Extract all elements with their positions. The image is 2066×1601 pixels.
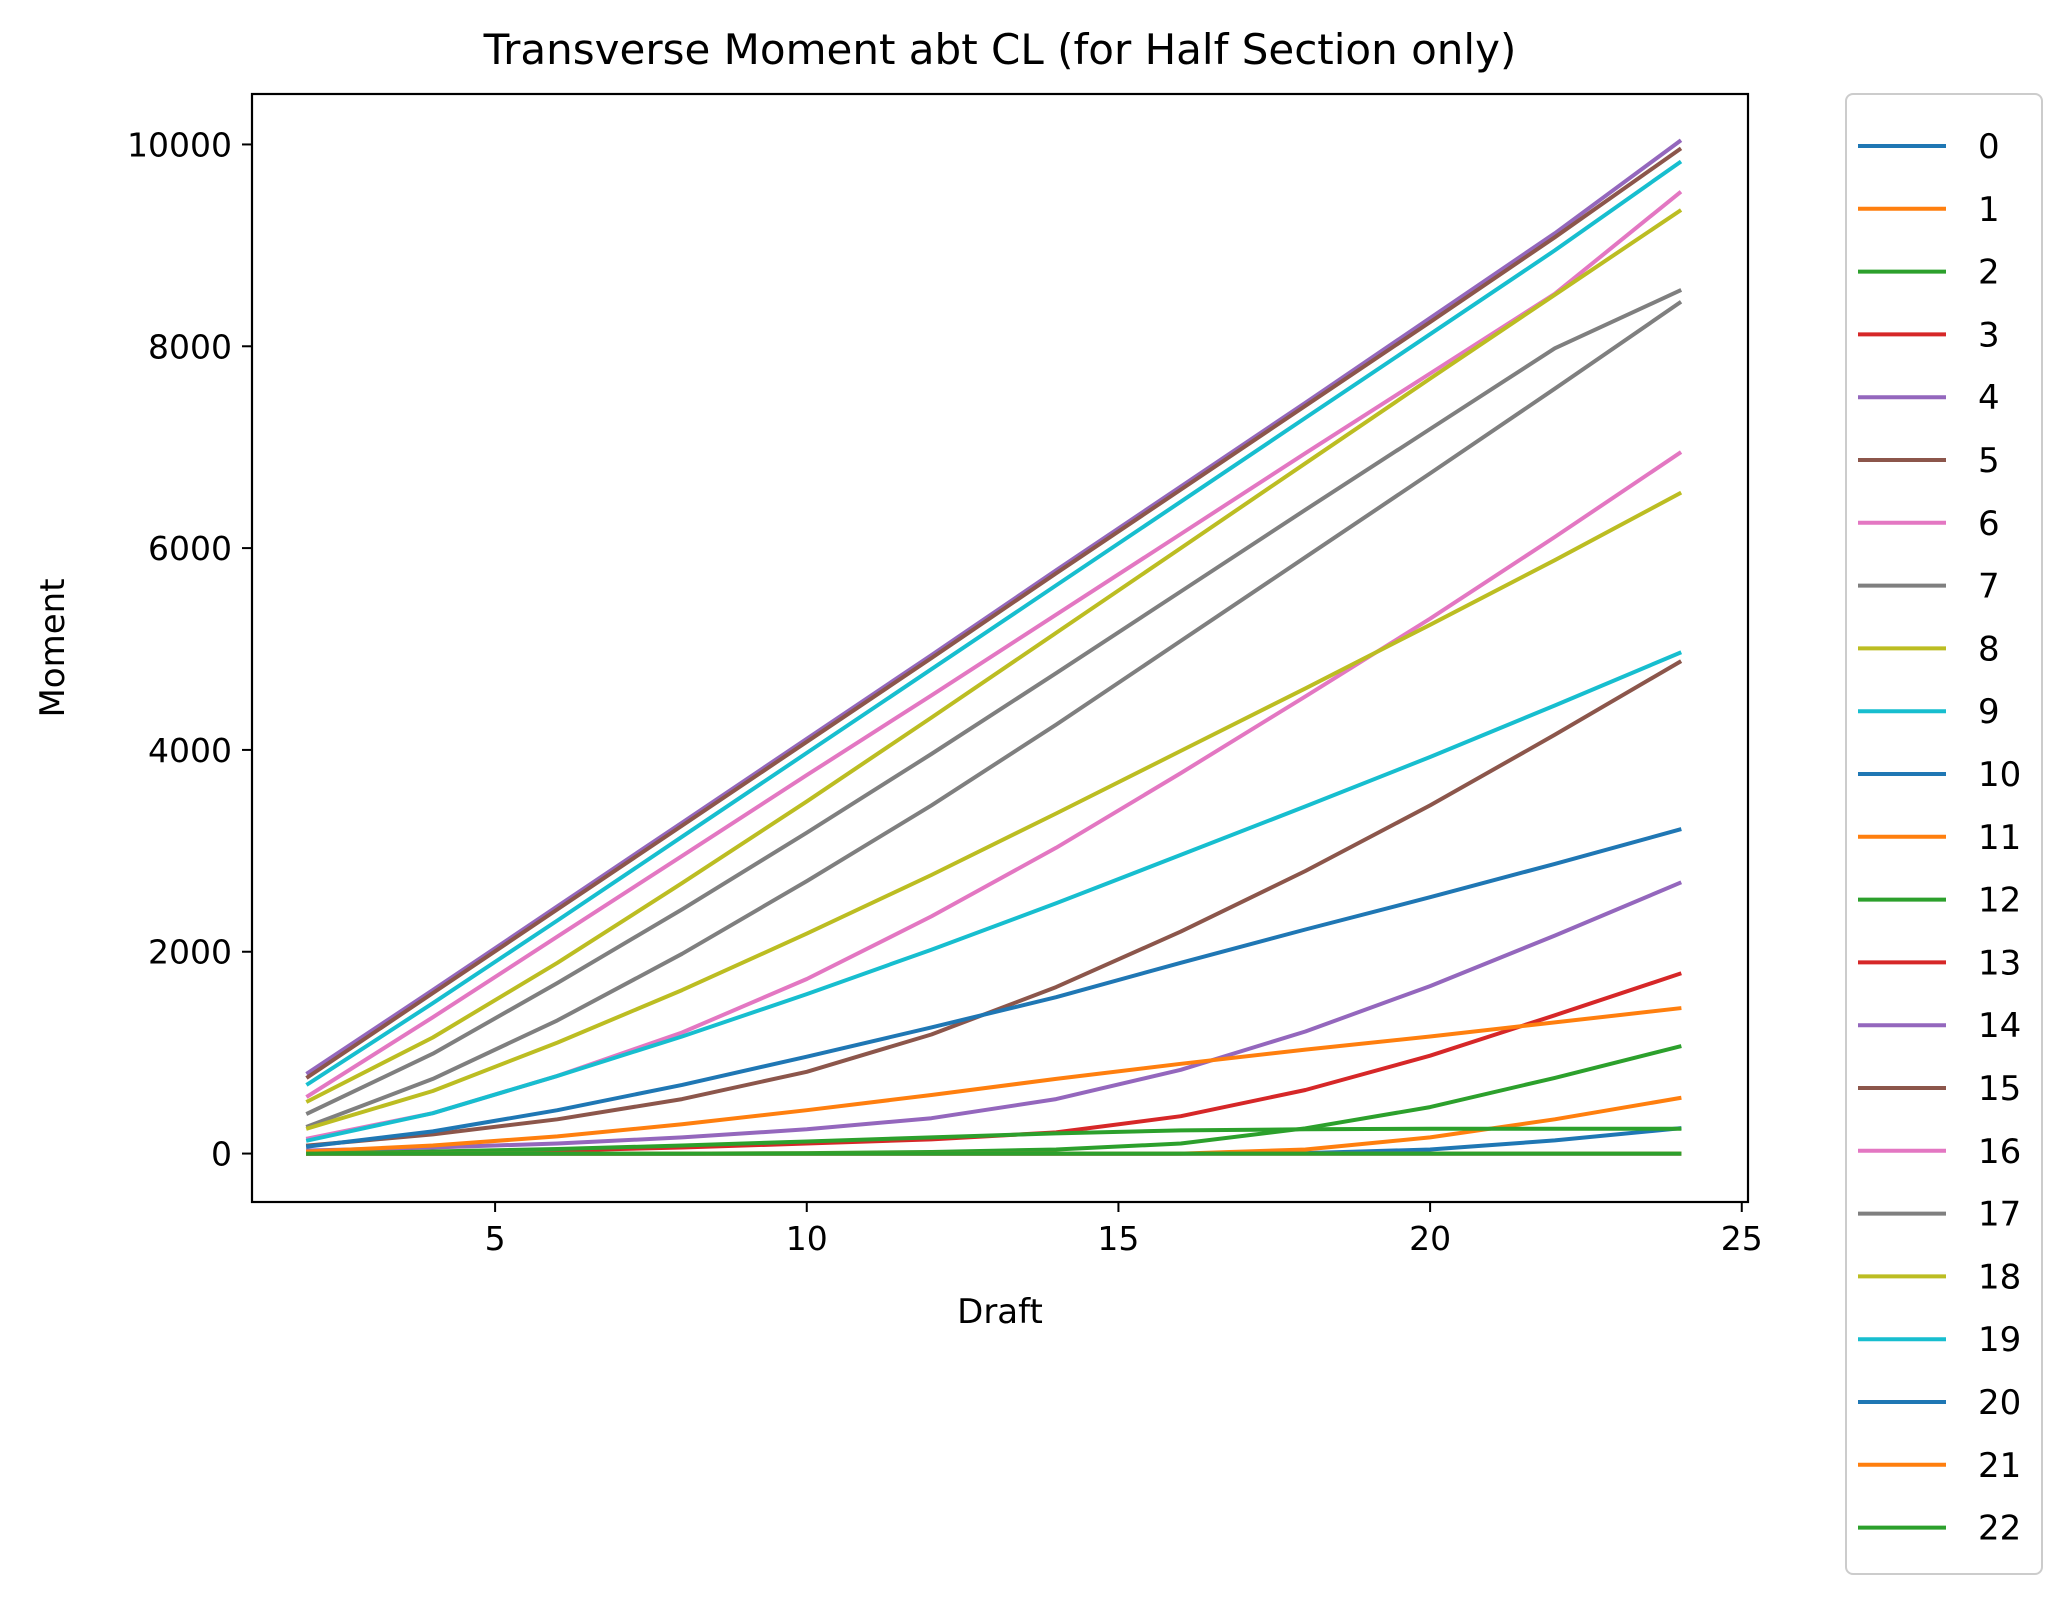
y-axis-label: Moment — [33, 578, 73, 717]
series-line-16 — [305, 190, 1683, 1099]
legend-label-15: 15 — [1978, 1069, 2021, 1109]
series-line-17 — [305, 288, 1683, 1116]
legend-label-13: 13 — [1978, 943, 2021, 983]
series-line-10 — [305, 827, 1682, 1149]
series-line-19 — [305, 159, 1683, 1087]
legend-label-2: 2 — [1978, 253, 2000, 293]
series-line-8 — [305, 490, 1683, 1131]
y-tick-label: 6000 — [148, 529, 232, 568]
y-tick-label: 10000 — [127, 125, 232, 164]
y-tick-label: 2000 — [148, 933, 232, 972]
legend-label-11: 11 — [1978, 818, 2021, 858]
legend-label-6: 6 — [1978, 504, 2000, 544]
y-axis: 0 2000 4000 6000 8000 10000 — [127, 125, 252, 1174]
series-line-15 — [305, 146, 1683, 1080]
legend-label-19: 19 — [1978, 1320, 2021, 1360]
x-tick-label: 20 — [1409, 1219, 1451, 1258]
legend-label-12: 12 — [1978, 881, 2021, 921]
x-axis-label: Draft — [957, 1292, 1043, 1332]
plot-frame — [250, 92, 1750, 1204]
legend-frame — [1845, 93, 2043, 1575]
x-tick-label: 10 — [786, 1219, 828, 1258]
legend-label-1: 1 — [1978, 190, 2000, 230]
legend-label-20: 20 — [1978, 1383, 2021, 1423]
series-line-7 — [305, 300, 1683, 1129]
x-tick-label: 25 — [1721, 1219, 1763, 1258]
legend-label-18: 18 — [1978, 1257, 2021, 1297]
series-line-18 — [305, 208, 1683, 1104]
legend-label-0: 0 — [1978, 127, 2000, 167]
y-tick-label: 0 — [211, 1135, 232, 1174]
plot-area — [305, 138, 1683, 1156]
x-tick-label: 5 — [485, 1219, 506, 1258]
legend-label-17: 17 — [1978, 1195, 2021, 1235]
legend-label-8: 8 — [1978, 629, 2000, 669]
y-tick-label: 8000 — [148, 327, 232, 366]
series-line-6 — [305, 450, 1683, 1141]
series-line-5 — [305, 659, 1683, 1148]
legend-label-14: 14 — [1978, 1006, 2021, 1046]
legend-label-5: 5 — [1978, 441, 2000, 481]
series-line-4 — [306, 880, 1683, 1153]
legend-label-3: 3 — [1978, 315, 2000, 355]
legend-label-22: 22 — [1978, 1509, 2021, 1549]
series-line-14 — [305, 138, 1683, 1076]
series-line-9 — [305, 650, 1683, 1143]
legend-label-21: 21 — [1978, 1446, 2021, 1486]
series-line-3 — [306, 971, 1682, 1156]
y-tick-label: 4000 — [148, 731, 232, 770]
legend-label-16: 16 — [1978, 1132, 2021, 1172]
legend-label-7: 7 — [1978, 567, 2000, 607]
series-line-12 — [306, 1126, 1682, 1156]
series-line-11 — [306, 1006, 1682, 1154]
chart-title: Transverse Moment abt CL (for Half Secti… — [483, 25, 1517, 74]
legend-label-4: 4 — [1978, 378, 2000, 418]
x-tick-label: 15 — [1097, 1219, 1139, 1258]
legend-label-10: 10 — [1978, 755, 2021, 795]
x-axis: 5 10 15 20 25 — [485, 1202, 1763, 1258]
legend-label-9: 9 — [1978, 692, 2000, 732]
